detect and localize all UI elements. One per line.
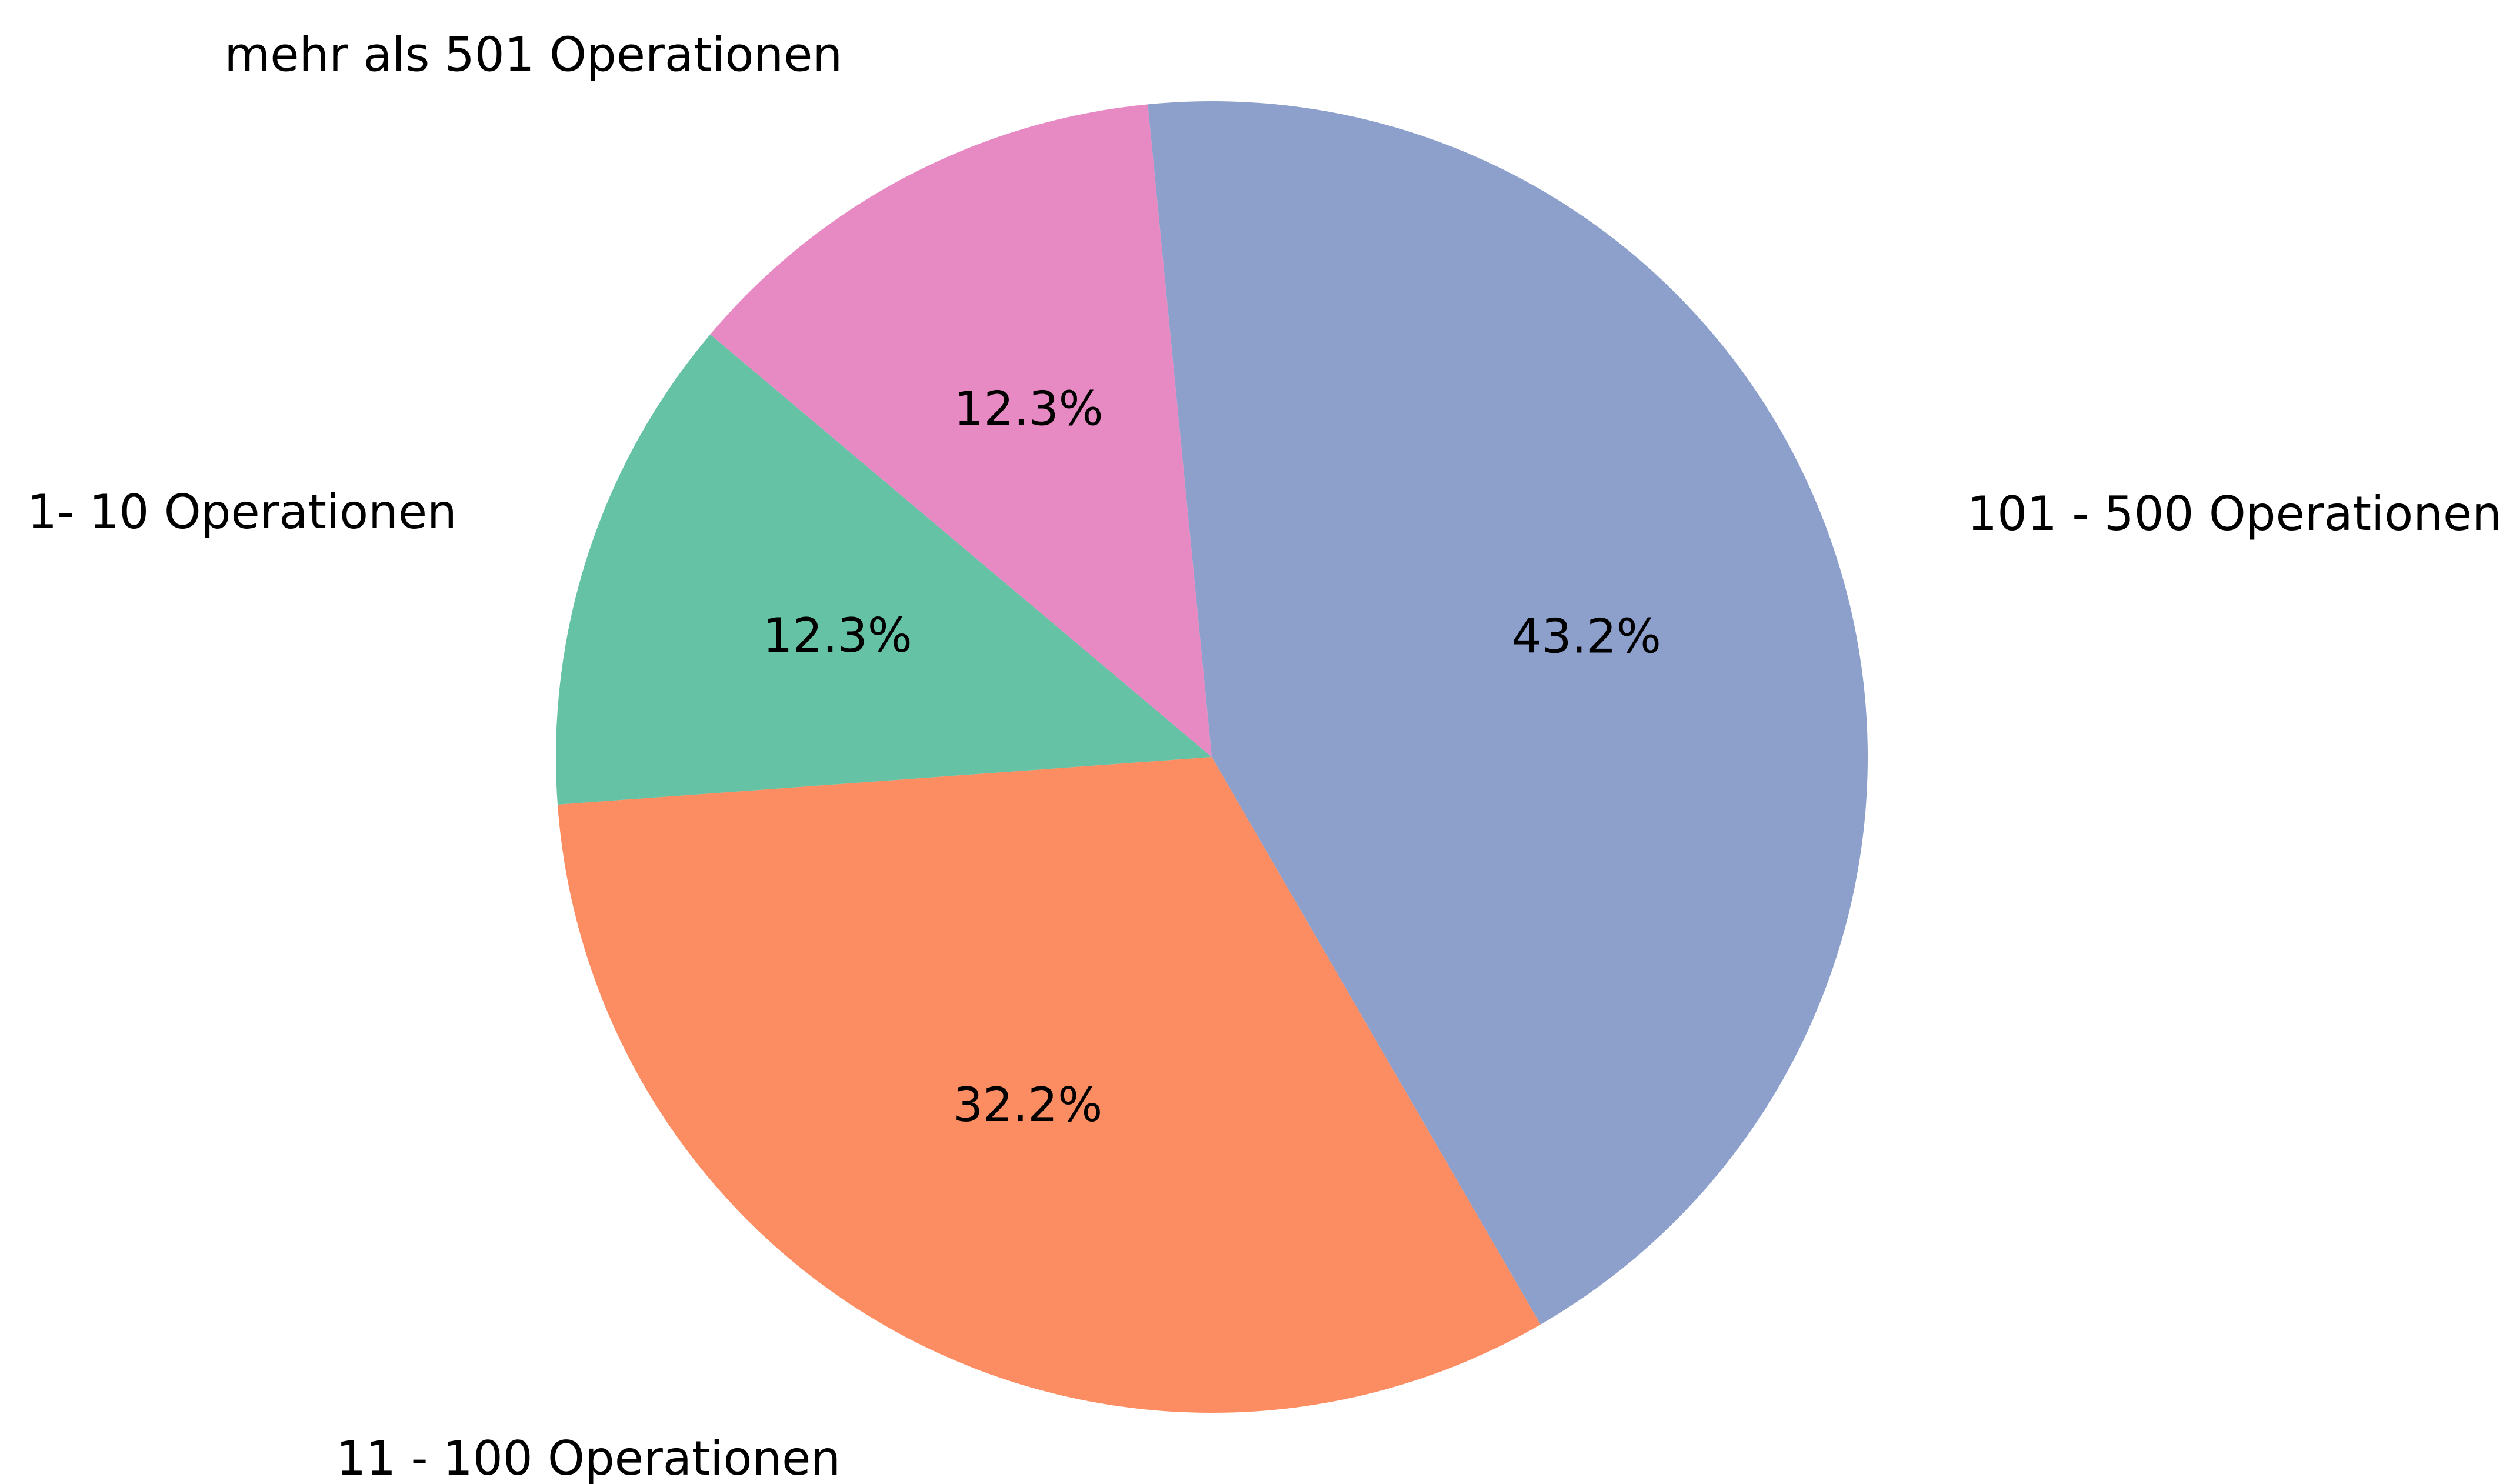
pie-slice-1-10-operationen [555, 334, 1212, 805]
pie-pct-label-mehr-als-501-operationen: 12.3% [954, 381, 1104, 436]
pie-slice-101-500-operationen [1148, 101, 1868, 1325]
pie-pct-label-11-100-operationen: 32.2% [953, 1078, 1102, 1132]
pie-pct-label-1-10-operationen: 12.3% [763, 608, 912, 663]
pie-category-label-101-500-operationen: 101 - 500 Operationen [1967, 486, 2502, 541]
pie-labels: 43.2% 101 - 500 Operationen 32.2% 11 - 100 … [27, 27, 2502, 1484]
pie-category-label-mehr-als-501-operationen: mehr als 501 Operationen [224, 27, 842, 82]
pie-pct-label-101-500-operationen: 43.2% [1512, 609, 1661, 664]
pie-category-label-11-100-operationen: 11 - 100 Operationen [336, 1431, 841, 1484]
pie-category-label-1-10-operationen: 1- 10 Operationen [27, 485, 456, 539]
pie-slices [555, 101, 1868, 1413]
pie-slice-11-100-operationen [557, 757, 1541, 1413]
pie-slice-mehr-als-501-operationen [710, 104, 1212, 758]
